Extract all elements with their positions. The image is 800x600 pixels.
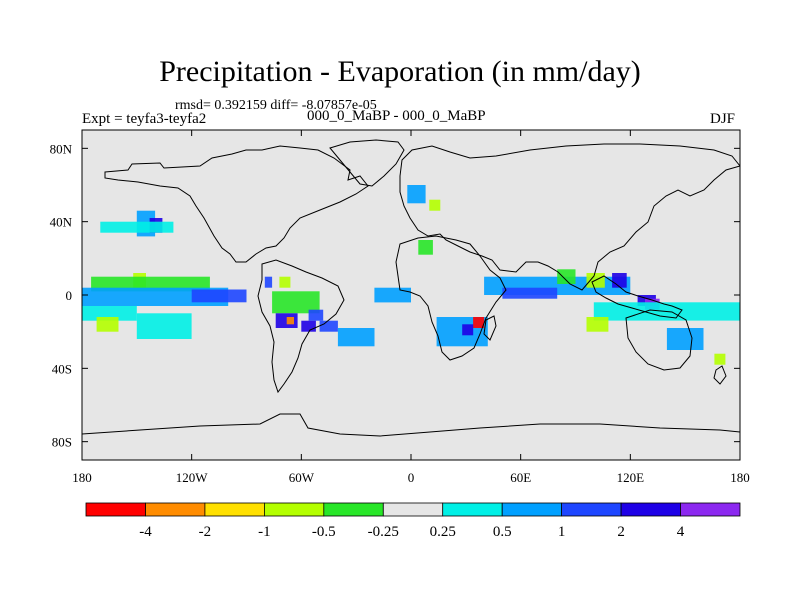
x-tick-label: 180 — [730, 470, 750, 485]
field-region-11 — [279, 276, 291, 288]
field-region-22 — [429, 199, 441, 211]
field-region-30 — [612, 273, 627, 288]
field-region-18 — [337, 328, 375, 347]
coastline-australia — [625, 309, 693, 371]
colorbar-swatch — [263, 502, 325, 517]
colorbar-label: 0.25 — [430, 524, 456, 540]
y-tick-label: 40N — [50, 215, 73, 230]
x-tick-label: 120W — [176, 470, 209, 485]
colorbar-swatch — [442, 502, 503, 517]
colorbar-swatch — [204, 502, 265, 517]
coastline-maritime-continent — [591, 275, 683, 319]
colorbar-swatch — [620, 502, 681, 517]
coastline-eurasia — [399, 143, 740, 291]
axis-ticks-layer: 180 120W 60W 0 60E 120E 180 80N 40N 0 40S 80S — [50, 130, 750, 485]
field-region-21 — [418, 240, 433, 255]
x-tick-label: 60W — [289, 470, 315, 485]
x-tick-label: 60E — [510, 470, 531, 485]
coastline-africa — [395, 235, 507, 361]
colorbar-label: 0.5 — [493, 524, 512, 540]
coastline-new-zealand — [713, 365, 727, 385]
field-region-34 — [666, 328, 704, 350]
precip-field-layer — [82, 185, 740, 365]
field-region-16 — [301, 320, 316, 332]
experiment-label: Expt = teyfa3-teyfa2 — [82, 111, 207, 127]
field-region-27 — [502, 287, 558, 299]
coastline-madagascar — [483, 315, 497, 341]
field-region-8 — [96, 317, 119, 332]
field-region-10 — [264, 276, 273, 288]
coastlines-layer — [82, 139, 740, 437]
x-tick-label: 0 — [408, 470, 415, 485]
colorbar-swatch — [145, 502, 206, 517]
colorbar-label: 2 — [617, 524, 625, 540]
coastline-greenland — [329, 139, 405, 187]
colorbar-swatch — [323, 502, 384, 517]
period-label: 000_0_MaBP - 000_0_MaBP — [307, 108, 486, 124]
field-region-25 — [462, 324, 474, 336]
field-region-7 — [82, 306, 137, 321]
field-region-24 — [473, 317, 485, 328]
y-tick-label: 80S — [52, 435, 72, 450]
colorbar-label: -1 — [258, 524, 271, 540]
colorbar-swatch — [85, 502, 146, 517]
season-label: DJF — [710, 111, 736, 127]
field-region-14 — [286, 317, 294, 325]
field-region-20 — [407, 185, 426, 204]
field-region-13 — [275, 313, 298, 328]
colorbar-swatch — [680, 502, 741, 517]
y-tick-label: 0 — [66, 288, 73, 303]
y-tick-label: 40S — [52, 361, 72, 376]
colorbar: -4 -2 -1 -0.5 -0.25 0.25 0.5 1 2 4 — [85, 502, 741, 540]
colorbar-swatch — [382, 502, 444, 517]
colorbar-swatch — [561, 502, 622, 517]
statistics-line: rmsd= 0.392159 diff= -8.07857e-05 — [175, 98, 377, 113]
field-region-12 — [272, 291, 320, 314]
field-region-19 — [374, 287, 411, 303]
field-region-9 — [136, 313, 192, 339]
field-region-2 — [100, 221, 174, 233]
x-tick-label: 120E — [617, 470, 645, 485]
coastline-north-america — [104, 145, 369, 263]
colorbar-label: 1 — [558, 524, 566, 540]
field-region-36 — [714, 353, 726, 365]
y-tick-label: 80N — [50, 141, 73, 156]
plot-title: Precipitation - Evaporation (in mm/day) — [159, 55, 641, 88]
field-region-15 — [308, 309, 324, 321]
field-region-6 — [191, 289, 247, 303]
x-tick-label: 180 — [72, 470, 92, 485]
coastline-antarctica — [82, 413, 740, 437]
colorbar-label: 4 — [677, 524, 685, 540]
coastline-south-america — [257, 259, 345, 394]
colorbar-label: -0.5 — [312, 524, 336, 540]
field-region-28 — [557, 269, 576, 284]
field-region-35 — [586, 317, 609, 332]
field-region-17 — [319, 320, 338, 332]
colorbar-swatch — [501, 502, 563, 517]
colorbar-label: -4 — [139, 524, 152, 540]
colorbar-label: -2 — [199, 524, 212, 540]
colorbar-label: -0.25 — [368, 524, 399, 540]
field-region-5 — [82, 287, 229, 306]
